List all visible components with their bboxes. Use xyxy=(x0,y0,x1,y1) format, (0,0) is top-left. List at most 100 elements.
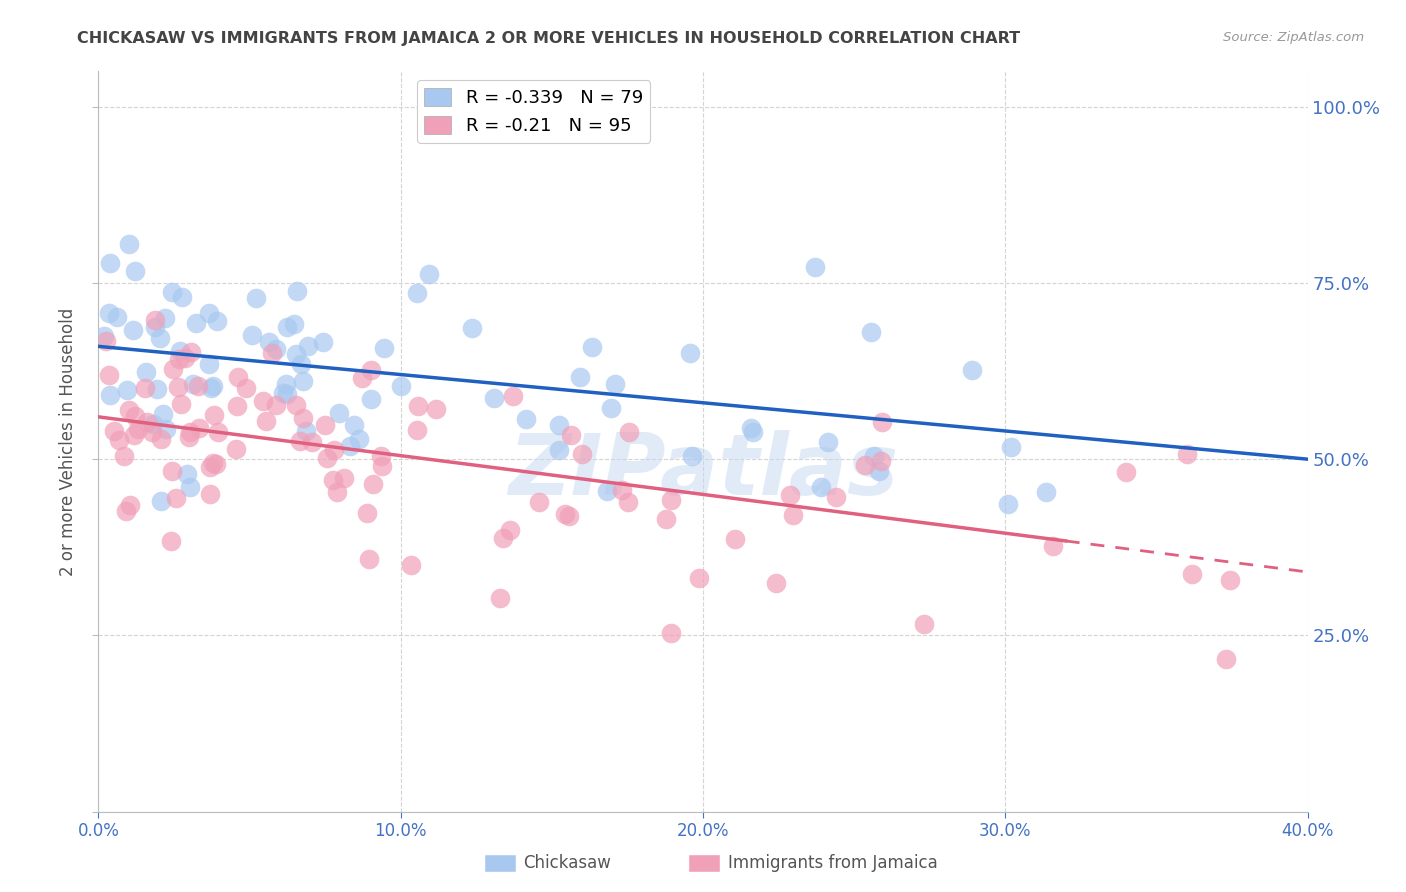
Point xyxy=(659,492,682,507)
Point xyxy=(356,506,378,520)
Point xyxy=(316,450,339,465)
Point xyxy=(105,310,128,324)
Point xyxy=(1000,440,1022,454)
Point xyxy=(581,340,603,354)
Point xyxy=(127,422,149,436)
Point xyxy=(155,422,177,436)
Point xyxy=(617,425,640,440)
Point xyxy=(596,484,619,499)
Point xyxy=(779,488,801,502)
Point xyxy=(149,331,172,345)
Point xyxy=(225,442,247,457)
Point xyxy=(202,409,225,423)
Point xyxy=(554,507,576,521)
Point xyxy=(124,264,146,278)
Point xyxy=(170,397,193,411)
Point xyxy=(868,464,890,478)
Point xyxy=(870,415,893,429)
Point xyxy=(143,319,166,334)
Point xyxy=(499,523,522,537)
Point xyxy=(301,435,323,450)
Point xyxy=(560,428,582,442)
Point xyxy=(765,576,787,591)
Text: Chickasaw: Chickasaw xyxy=(523,854,612,871)
Y-axis label: 2 or more Vehicles in Household: 2 or more Vehicles in Household xyxy=(59,308,77,575)
Point xyxy=(153,311,176,326)
Point xyxy=(1115,466,1137,480)
Point xyxy=(124,409,146,423)
Point xyxy=(489,591,512,606)
Point xyxy=(418,267,440,281)
Point xyxy=(405,424,427,438)
Point xyxy=(1175,447,1198,461)
Point xyxy=(166,491,188,505)
Point xyxy=(782,508,804,522)
Point xyxy=(360,363,382,377)
Point xyxy=(187,379,209,393)
Point xyxy=(343,418,366,433)
Point xyxy=(681,449,703,463)
Point xyxy=(205,458,228,472)
Point xyxy=(145,382,167,396)
Point xyxy=(160,464,183,478)
Point xyxy=(461,321,484,335)
Text: Immigrants from Jamaica: Immigrants from Jamaica xyxy=(728,854,938,871)
Point xyxy=(162,285,184,300)
Point xyxy=(240,327,263,342)
Point xyxy=(98,306,121,320)
Point xyxy=(322,442,344,457)
Point xyxy=(274,376,297,391)
Point xyxy=(654,512,676,526)
Point xyxy=(373,341,395,355)
Point xyxy=(200,380,222,394)
Point xyxy=(870,454,893,468)
Point xyxy=(276,319,298,334)
Point xyxy=(548,442,571,457)
Point xyxy=(135,415,157,429)
Point xyxy=(740,421,762,435)
Point xyxy=(960,362,983,376)
Point xyxy=(997,497,1019,511)
Point xyxy=(1219,574,1241,588)
Point xyxy=(1035,485,1057,500)
Point xyxy=(197,306,219,320)
Point xyxy=(162,361,184,376)
Point xyxy=(515,412,537,426)
Point xyxy=(205,314,228,328)
Point xyxy=(120,498,142,512)
Point xyxy=(107,434,129,448)
Point xyxy=(425,402,447,417)
Point xyxy=(491,531,513,545)
Point xyxy=(115,383,138,397)
Text: ZIPatlas: ZIPatlas xyxy=(508,430,898,513)
Point xyxy=(97,368,120,383)
Point xyxy=(389,379,412,393)
Point xyxy=(245,291,267,305)
Text: Source: ZipAtlas.com: Source: ZipAtlas.com xyxy=(1223,31,1364,45)
Point xyxy=(328,406,350,420)
Point xyxy=(292,411,315,425)
Point xyxy=(176,467,198,482)
Point xyxy=(114,504,136,518)
Point xyxy=(558,508,581,523)
Point xyxy=(170,290,193,304)
Point xyxy=(160,533,183,548)
Point xyxy=(360,392,382,406)
Point xyxy=(804,260,827,275)
Point xyxy=(276,387,298,401)
Point xyxy=(347,432,370,446)
Point xyxy=(339,439,361,453)
Point xyxy=(371,459,394,474)
Point xyxy=(853,458,876,472)
Text: CHICKASAW VS IMMIGRANTS FROM JAMAICA 2 OR MORE VEHICLES IN HOUSEHOLD CORRELATION: CHICKASAW VS IMMIGRANTS FROM JAMAICA 2 O… xyxy=(77,31,1021,46)
Point xyxy=(152,407,174,421)
Point xyxy=(201,457,224,471)
Point xyxy=(661,625,683,640)
Point xyxy=(571,447,593,461)
Point xyxy=(312,334,335,349)
Point xyxy=(183,376,205,391)
Point xyxy=(678,346,700,360)
Point xyxy=(863,449,886,463)
Point xyxy=(174,351,197,366)
Point xyxy=(295,425,318,439)
